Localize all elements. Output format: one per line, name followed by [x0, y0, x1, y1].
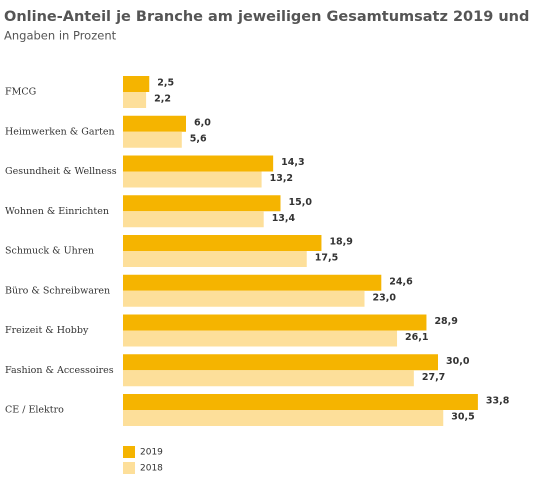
bar — [123, 251, 307, 267]
bar — [123, 314, 427, 331]
value-label: 28,9 — [434, 316, 457, 327]
legend-swatch — [123, 462, 135, 474]
bar — [123, 195, 281, 212]
bar — [123, 274, 382, 291]
category-label: Freizeit & Hobby — [5, 325, 89, 336]
value-label: 27,7 — [422, 372, 445, 383]
value-label: 23,0 — [373, 292, 397, 303]
bar — [123, 92, 147, 108]
category-label: Heimwerken & Garten — [5, 126, 115, 137]
legend-label: 2019 — [140, 448, 163, 458]
bar — [123, 235, 322, 251]
value-label: 33,8 — [486, 396, 510, 407]
chart-title: Online-Anteil je Branche am jeweiligen G… — [4, 9, 533, 25]
bar — [123, 330, 398, 347]
value-label: 13,4 — [272, 213, 296, 224]
bar — [123, 211, 264, 228]
value-label: 2,5 — [157, 78, 174, 89]
category-label: Wohnen & Einrichten — [5, 206, 109, 217]
value-label: 5,6 — [190, 133, 207, 144]
value-label: 30,5 — [451, 412, 474, 423]
bar — [123, 290, 365, 307]
category-label: Fashion & Accessoires — [5, 365, 114, 376]
category-label: Schmuck & Uhren — [5, 246, 94, 257]
chart-subtitle: Angaben in Prozent — [4, 29, 117, 43]
value-label: 15,0 — [289, 197, 313, 208]
value-label: 6,0 — [194, 117, 211, 128]
value-label: 17,5 — [315, 253, 338, 264]
bar — [123, 155, 274, 172]
legend-label: 2018 — [140, 464, 163, 474]
bar — [123, 354, 438, 371]
bar — [123, 370, 414, 387]
value-label: 2,2 — [154, 94, 171, 105]
value-label: 30,0 — [446, 356, 470, 367]
bar — [123, 171, 262, 188]
value-label: 24,6 — [389, 276, 413, 287]
bar — [123, 394, 478, 410]
bar — [123, 410, 444, 426]
bar — [123, 76, 150, 92]
value-label: 14,3 — [281, 157, 304, 168]
value-label: 26,1 — [405, 332, 428, 343]
bar — [123, 115, 186, 132]
bar — [123, 131, 182, 148]
category-label: Büro & Schreibwaren — [5, 285, 110, 296]
value-label: 13,2 — [270, 173, 293, 184]
value-label: 18,9 — [329, 237, 352, 248]
legend-swatch — [123, 446, 135, 458]
category-label: CE / Elektro — [5, 405, 64, 416]
category-label: Gesundheit & Wellness — [5, 166, 117, 177]
category-label: FMCG — [5, 87, 36, 98]
